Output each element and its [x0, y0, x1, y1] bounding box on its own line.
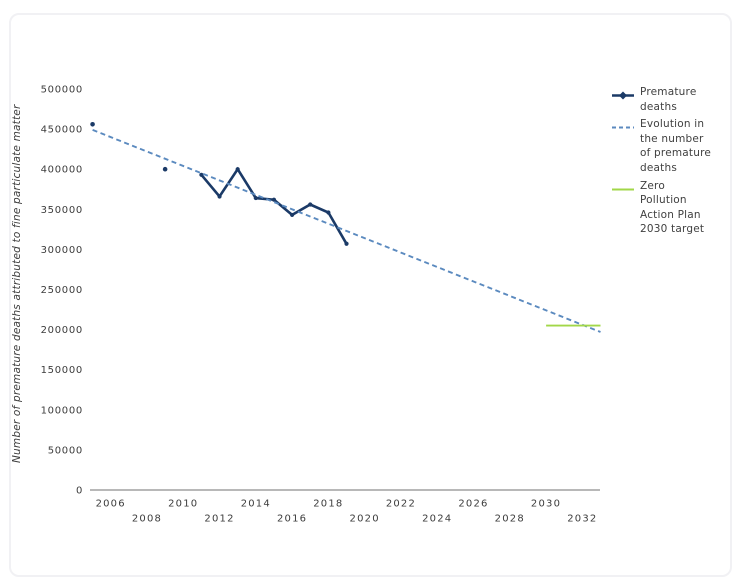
target-line-icon — [612, 188, 634, 191]
y-tick-label: 150000 — [41, 365, 83, 376]
data-point-marker — [271, 197, 277, 202]
x-tick-label: 2018 — [313, 499, 343, 510]
y-tick-label: 0 — [76, 486, 83, 497]
premature-deaths-line-icon — [612, 91, 634, 100]
data-point-marker — [217, 194, 222, 199]
x-tick-label: 2008 — [132, 514, 162, 525]
legend-item-target: Zero Pollution Action Plan 2030 target — [612, 179, 732, 237]
y-tick-label: 500000 — [41, 85, 83, 96]
y-tick-label: 50000 — [48, 445, 83, 456]
x-tick-label: 2022 — [386, 499, 416, 510]
legend-label-target: Zero Pollution Action Plan 2030 target — [640, 179, 705, 236]
x-tick-label: 2032 — [567, 514, 597, 525]
y-tick-label: 350000 — [41, 205, 83, 216]
data-point-marker — [199, 172, 204, 177]
legend-label-evolution: Evolution in the number of premature dea… — [640, 118, 712, 174]
x-tick-label: 2006 — [96, 499, 126, 510]
x-tick-label: 2028 — [495, 514, 525, 525]
x-tick-label: 2030 — [531, 499, 561, 510]
series-line — [92, 129, 601, 333]
x-tick-label: 2014 — [241, 499, 271, 510]
y-tick-label: 400000 — [41, 165, 83, 176]
legend-label-premature-deaths: Premature deaths — [640, 86, 697, 113]
y-tick-label: 450000 — [41, 125, 83, 136]
chart-canvas: 0 50000 100000 150000 200000 250000 300000 3500… — [41, 85, 601, 525]
y-tick-label: 100000 — [41, 405, 83, 416]
y-tick-label: 250000 — [41, 285, 83, 296]
legend-item-premature-deaths: Premature deaths — [612, 85, 732, 114]
x-tick-label: 2012 — [204, 514, 234, 525]
x-tick-label: 2026 — [458, 499, 488, 510]
x-tick-label: 2024 — [422, 514, 452, 525]
data-point-marker — [326, 210, 331, 215]
x-tick-label: 2020 — [350, 514, 380, 525]
x-tick-label: 2010 — [168, 499, 198, 510]
series-line — [200, 166, 348, 245]
data-point-marker — [235, 167, 240, 172]
y-tick-label: 300000 — [41, 245, 83, 256]
data-point-marker — [253, 195, 258, 201]
x-tick-label: 2016 — [277, 514, 307, 525]
data-point-marker — [90, 121, 95, 127]
data-point-marker — [290, 212, 295, 218]
chart-card — [9, 13, 732, 577]
evolution-dashed-line-icon — [612, 126, 634, 129]
legend-item-evolution: Evolution in the number of premature dea… — [612, 117, 732, 175]
data-point-marker — [162, 166, 168, 172]
data-point-marker — [344, 241, 349, 246]
y-tick-label: 200000 — [41, 325, 83, 336]
data-point-marker — [308, 202, 313, 207]
chart-legend: Premature deaths Evolution in the number… — [612, 85, 732, 240]
